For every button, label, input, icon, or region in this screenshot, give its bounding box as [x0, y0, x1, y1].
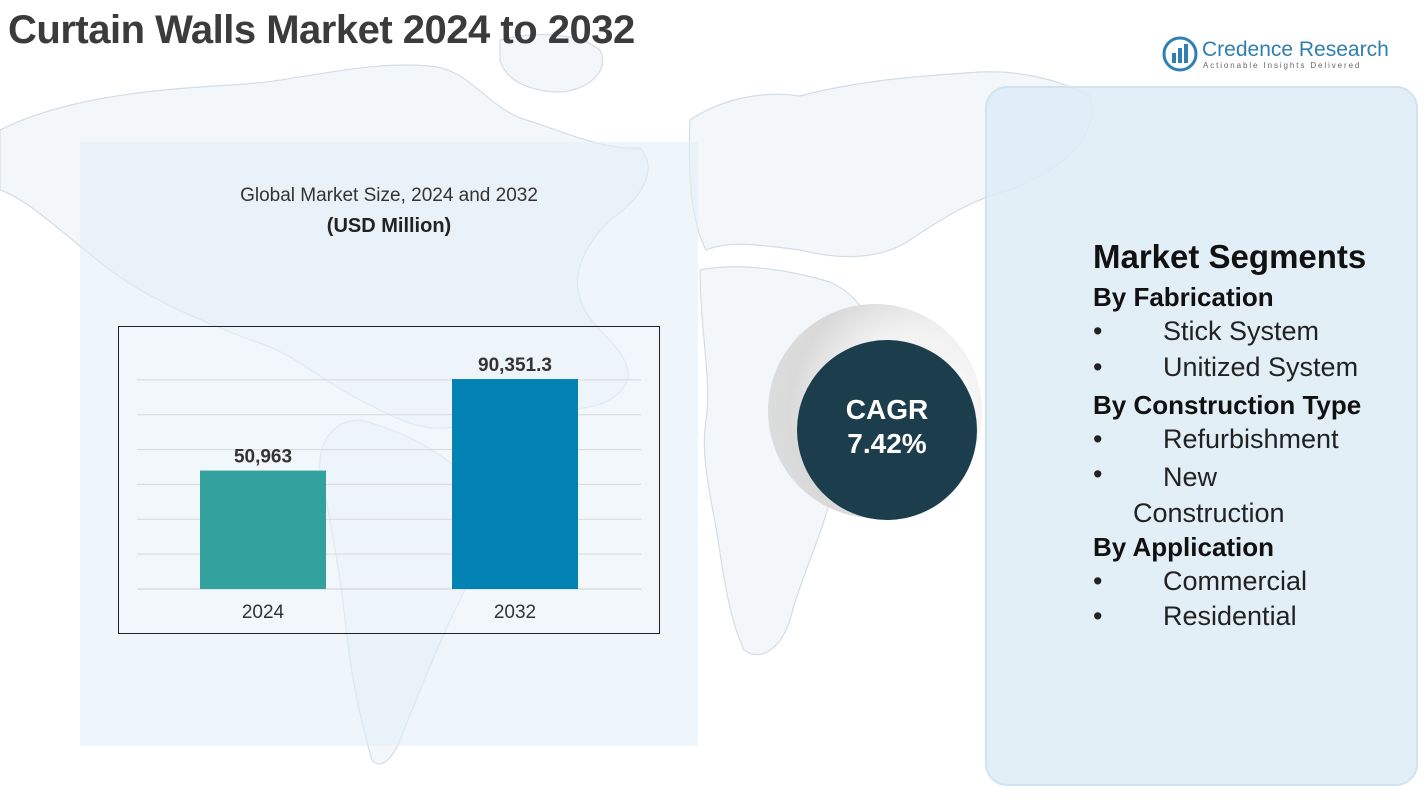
segment-group-title: By Application [1093, 532, 1275, 562]
chart-title: Global Market Size, 2024 and 2032 [240, 185, 538, 206]
segment-item-label: Residential [1163, 601, 1297, 631]
logo-tagline: Actionable Insights Delivered [1203, 61, 1362, 70]
bar-2032 [452, 379, 578, 589]
chart-unit-label: (USD Million) [326, 215, 452, 237]
x-tick-label-2032: 2032 [494, 602, 536, 623]
logo-name: Credence Research [1202, 38, 1389, 61]
page-title: Curtain Walls Market 2024 to 2032 [8, 8, 635, 52]
chart-frame: 50,963 2024 90,351.3 2032 [118, 326, 660, 634]
data-label-2024: 50,963 [234, 447, 292, 468]
segment-item-label: New Construction [1133, 462, 1285, 528]
segment-group-title: By Construction Type [1093, 390, 1362, 420]
x-tick-label-2024: 2024 [242, 602, 285, 623]
bullet: • [1093, 424, 1103, 454]
segments-heading: Market Segments [1093, 238, 1367, 275]
bullet: • [1093, 352, 1103, 382]
bullet: • [1093, 459, 1103, 489]
chart-panel: Global Market Size, 2024 and 2032 (USD M… [80, 142, 698, 746]
segment-group-title: By Fabrication [1093, 282, 1274, 312]
cagr-label: CAGR [845, 394, 929, 425]
brand-logo: Credence Research Actionable Insights De… [1162, 36, 1402, 76]
segment-item-label: Stick System [1163, 316, 1320, 346]
cagr-badge: CAGR 7.42% [797, 340, 977, 520]
data-label-2032: 90,351.3 [478, 355, 552, 376]
cagr-value: 7.42% [847, 428, 927, 459]
bar-chart-circle-icon [1162, 36, 1198, 72]
market-segments-panel [985, 86, 1418, 786]
segment-item-label: Unitized System [1163, 352, 1359, 382]
bullet: • [1093, 566, 1103, 596]
bullet: • [1093, 316, 1103, 346]
segment-item-label: Refurbishment [1163, 424, 1339, 454]
bar-2024 [200, 470, 326, 589]
segment-item-label: Commercial [1163, 566, 1308, 596]
bullet: • [1093, 601, 1103, 631]
bar-chart: 50,963 2024 90,351.3 2032 [137, 355, 641, 623]
